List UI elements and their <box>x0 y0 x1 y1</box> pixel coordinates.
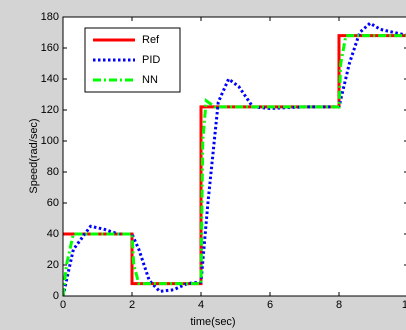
y-tick-label: 40 <box>47 228 59 240</box>
y-tick-label: 100 <box>41 135 59 147</box>
legend-label: NN <box>142 74 158 86</box>
series-line <box>63 21 406 296</box>
legend-label: Ref <box>142 34 160 46</box>
plot-lines <box>63 21 406 296</box>
y-tick-label: 120 <box>41 104 59 116</box>
y-tick-label: 0 <box>53 290 59 302</box>
series-line <box>63 34 406 296</box>
x-tick-label: 0 <box>60 299 66 311</box>
y-tick-label: 180 <box>41 11 59 23</box>
x-tick-label: 4 <box>198 299 204 311</box>
y-axis-label: Speed(rad/sec) <box>28 118 40 193</box>
x-tick-label: 6 <box>267 299 273 311</box>
x-tick-label: 8 <box>336 299 342 311</box>
x-tick-label: 10 <box>402 299 406 311</box>
y-tick-label: 20 <box>47 259 59 271</box>
y-tick-label: 140 <box>41 73 59 85</box>
x-tick-label: 2 <box>129 299 135 311</box>
y-tick-label: 60 <box>47 197 59 209</box>
x-axis-label: time(sec) <box>190 316 235 328</box>
y-tick-label: 80 <box>47 166 59 178</box>
legend: Ref PID NN <box>84 27 181 93</box>
y-tick-label: 160 <box>41 42 59 54</box>
axes-box <box>62 16 406 297</box>
legend-label: PID <box>142 54 160 66</box>
